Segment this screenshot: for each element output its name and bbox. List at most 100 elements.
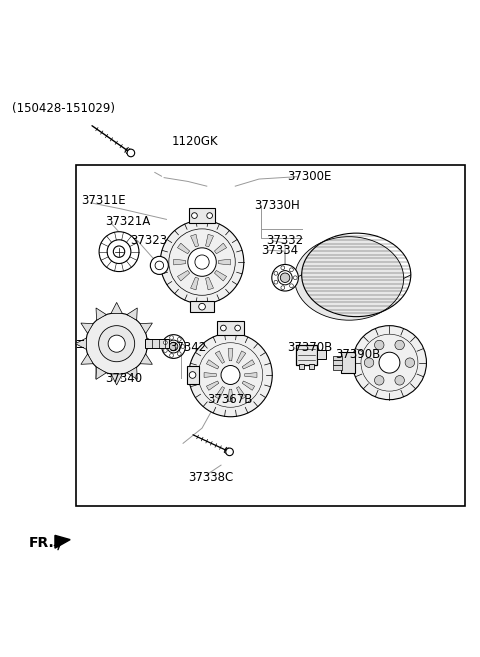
Circle shape [155, 261, 164, 269]
Bar [145, 339, 169, 348]
Polygon shape [75, 338, 86, 350]
Circle shape [274, 281, 278, 284]
Text: 37334: 37334 [261, 244, 299, 257]
Polygon shape [96, 308, 107, 320]
Text: 37321A: 37321A [105, 215, 150, 228]
Circle shape [379, 352, 400, 373]
Circle shape [281, 266, 285, 269]
Circle shape [86, 313, 147, 374]
Text: 37370B: 37370B [288, 341, 333, 354]
Circle shape [207, 213, 213, 218]
Circle shape [278, 271, 292, 285]
Polygon shape [55, 535, 70, 548]
Polygon shape [204, 373, 216, 377]
Polygon shape [205, 277, 214, 290]
Bar [76, 165, 466, 507]
Circle shape [281, 286, 285, 290]
Polygon shape [215, 351, 225, 363]
Polygon shape [215, 386, 225, 399]
Polygon shape [242, 381, 254, 390]
Polygon shape [218, 260, 230, 265]
Polygon shape [81, 323, 93, 333]
Polygon shape [206, 359, 219, 369]
Bar [190, 302, 214, 312]
Circle shape [198, 343, 263, 407]
Circle shape [192, 213, 197, 218]
Polygon shape [111, 302, 122, 313]
Circle shape [167, 340, 180, 353]
Circle shape [181, 345, 185, 348]
Circle shape [164, 341, 167, 344]
Circle shape [395, 376, 404, 385]
Circle shape [289, 284, 293, 288]
Circle shape [352, 326, 426, 399]
Text: 37367B: 37367B [207, 393, 252, 406]
Text: 37342: 37342 [169, 341, 206, 354]
Circle shape [160, 220, 244, 304]
Polygon shape [81, 354, 93, 365]
Polygon shape [111, 374, 122, 385]
Bar [300, 363, 304, 369]
Circle shape [274, 271, 278, 275]
Circle shape [107, 240, 131, 263]
Circle shape [289, 268, 293, 271]
Polygon shape [147, 338, 158, 350]
Polygon shape [245, 373, 257, 377]
Bar [317, 350, 325, 359]
Polygon shape [127, 308, 137, 320]
Polygon shape [127, 367, 137, 380]
Circle shape [374, 376, 384, 385]
Circle shape [280, 273, 290, 283]
Circle shape [405, 358, 415, 367]
Circle shape [162, 334, 185, 358]
Bar [296, 345, 317, 365]
Circle shape [169, 229, 235, 295]
Circle shape [374, 340, 384, 350]
Polygon shape [242, 359, 254, 369]
Circle shape [195, 255, 209, 269]
Polygon shape [237, 351, 246, 363]
Circle shape [169, 336, 173, 340]
Circle shape [113, 246, 125, 258]
Circle shape [108, 335, 125, 352]
Bar [217, 321, 243, 334]
Text: (150428-151029): (150428-151029) [12, 102, 115, 115]
Circle shape [395, 340, 404, 350]
Circle shape [188, 248, 216, 277]
Bar [334, 365, 342, 370]
Circle shape [221, 365, 240, 384]
Circle shape [178, 338, 181, 341]
Bar [187, 365, 199, 384]
Text: FR.: FR. [29, 536, 55, 550]
Circle shape [364, 358, 374, 367]
Circle shape [99, 232, 139, 271]
Text: 37340: 37340 [105, 372, 142, 385]
Text: 37311E: 37311E [81, 194, 126, 207]
Polygon shape [237, 386, 246, 399]
Circle shape [235, 325, 240, 331]
Text: 37323: 37323 [130, 235, 167, 247]
Polygon shape [191, 277, 199, 290]
Circle shape [293, 276, 297, 280]
Polygon shape [178, 271, 190, 281]
Text: 1120GK: 1120GK [171, 135, 218, 148]
Polygon shape [228, 389, 233, 401]
Circle shape [189, 333, 272, 417]
Bar [309, 363, 313, 369]
Polygon shape [215, 243, 227, 254]
Polygon shape [206, 381, 219, 390]
Bar [334, 355, 342, 360]
Polygon shape [140, 354, 152, 365]
Polygon shape [228, 348, 233, 361]
Bar [189, 208, 215, 223]
Circle shape [169, 342, 178, 351]
Polygon shape [174, 260, 186, 265]
Circle shape [169, 353, 173, 357]
Circle shape [361, 334, 418, 391]
Circle shape [150, 256, 168, 275]
Bar [341, 352, 355, 373]
Text: 37338C: 37338C [188, 472, 233, 484]
Circle shape [98, 326, 135, 362]
Circle shape [220, 325, 226, 331]
Polygon shape [140, 323, 152, 333]
